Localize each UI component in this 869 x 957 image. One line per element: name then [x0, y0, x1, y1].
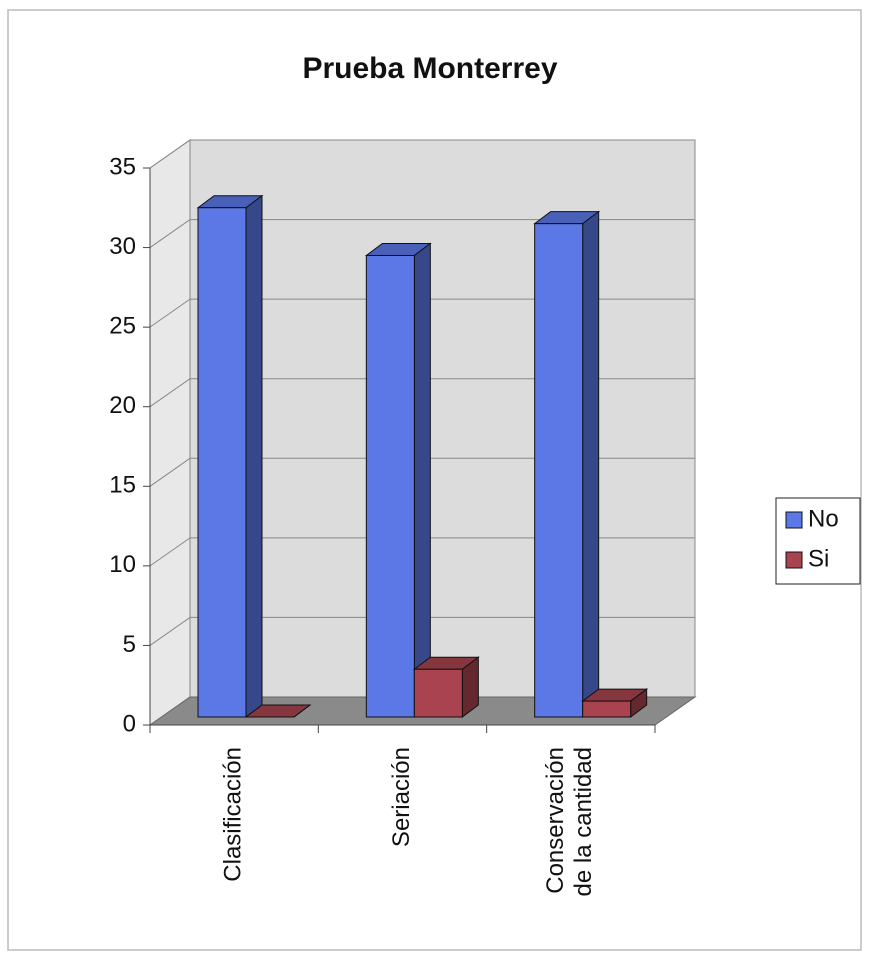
- y-tick-label: 10: [109, 551, 136, 578]
- grid-line-side: [149, 298, 191, 328]
- chart-title: Prueba Monterrey: [302, 52, 557, 85]
- grid-line-side: [149, 139, 191, 169]
- bar: [582, 700, 632, 718]
- bar-side: [582, 210, 600, 718]
- grid-line-side: [149, 219, 191, 248]
- legend-swatch: [785, 511, 803, 529]
- bar: [365, 254, 415, 718]
- bar: [534, 223, 584, 718]
- bar-side: [245, 194, 263, 718]
- x-tick-label: Conservaciónde la cantidad: [542, 747, 597, 896]
- y-tick-label: 20: [109, 392, 136, 419]
- y-tick-label: 15: [109, 472, 136, 499]
- y-tick-label: 0: [123, 710, 136, 737]
- grid-line-side: [149, 378, 191, 408]
- x-tick-label: Seriación: [388, 747, 415, 847]
- bar-side: [293, 704, 311, 718]
- legend-label: No: [808, 505, 839, 532]
- bar: [413, 668, 463, 718]
- x-tick-label: Clasificación: [220, 747, 247, 882]
- side-wall: [149, 139, 191, 726]
- grid-line-side: [149, 457, 191, 487]
- y-tick-label: 25: [109, 312, 136, 339]
- legend-label: Si: [808, 545, 829, 572]
- y-tick-label: 35: [109, 153, 136, 180]
- y-tick-label: 30: [109, 233, 136, 260]
- bar: [197, 207, 247, 718]
- y-tick-label: 5: [123, 631, 136, 658]
- grid-line-side: [149, 537, 191, 567]
- grid-line-side: [149, 617, 191, 646]
- back-wall: [189, 139, 696, 698]
- bar-side: [413, 242, 431, 718]
- legend-swatch: [785, 551, 803, 569]
